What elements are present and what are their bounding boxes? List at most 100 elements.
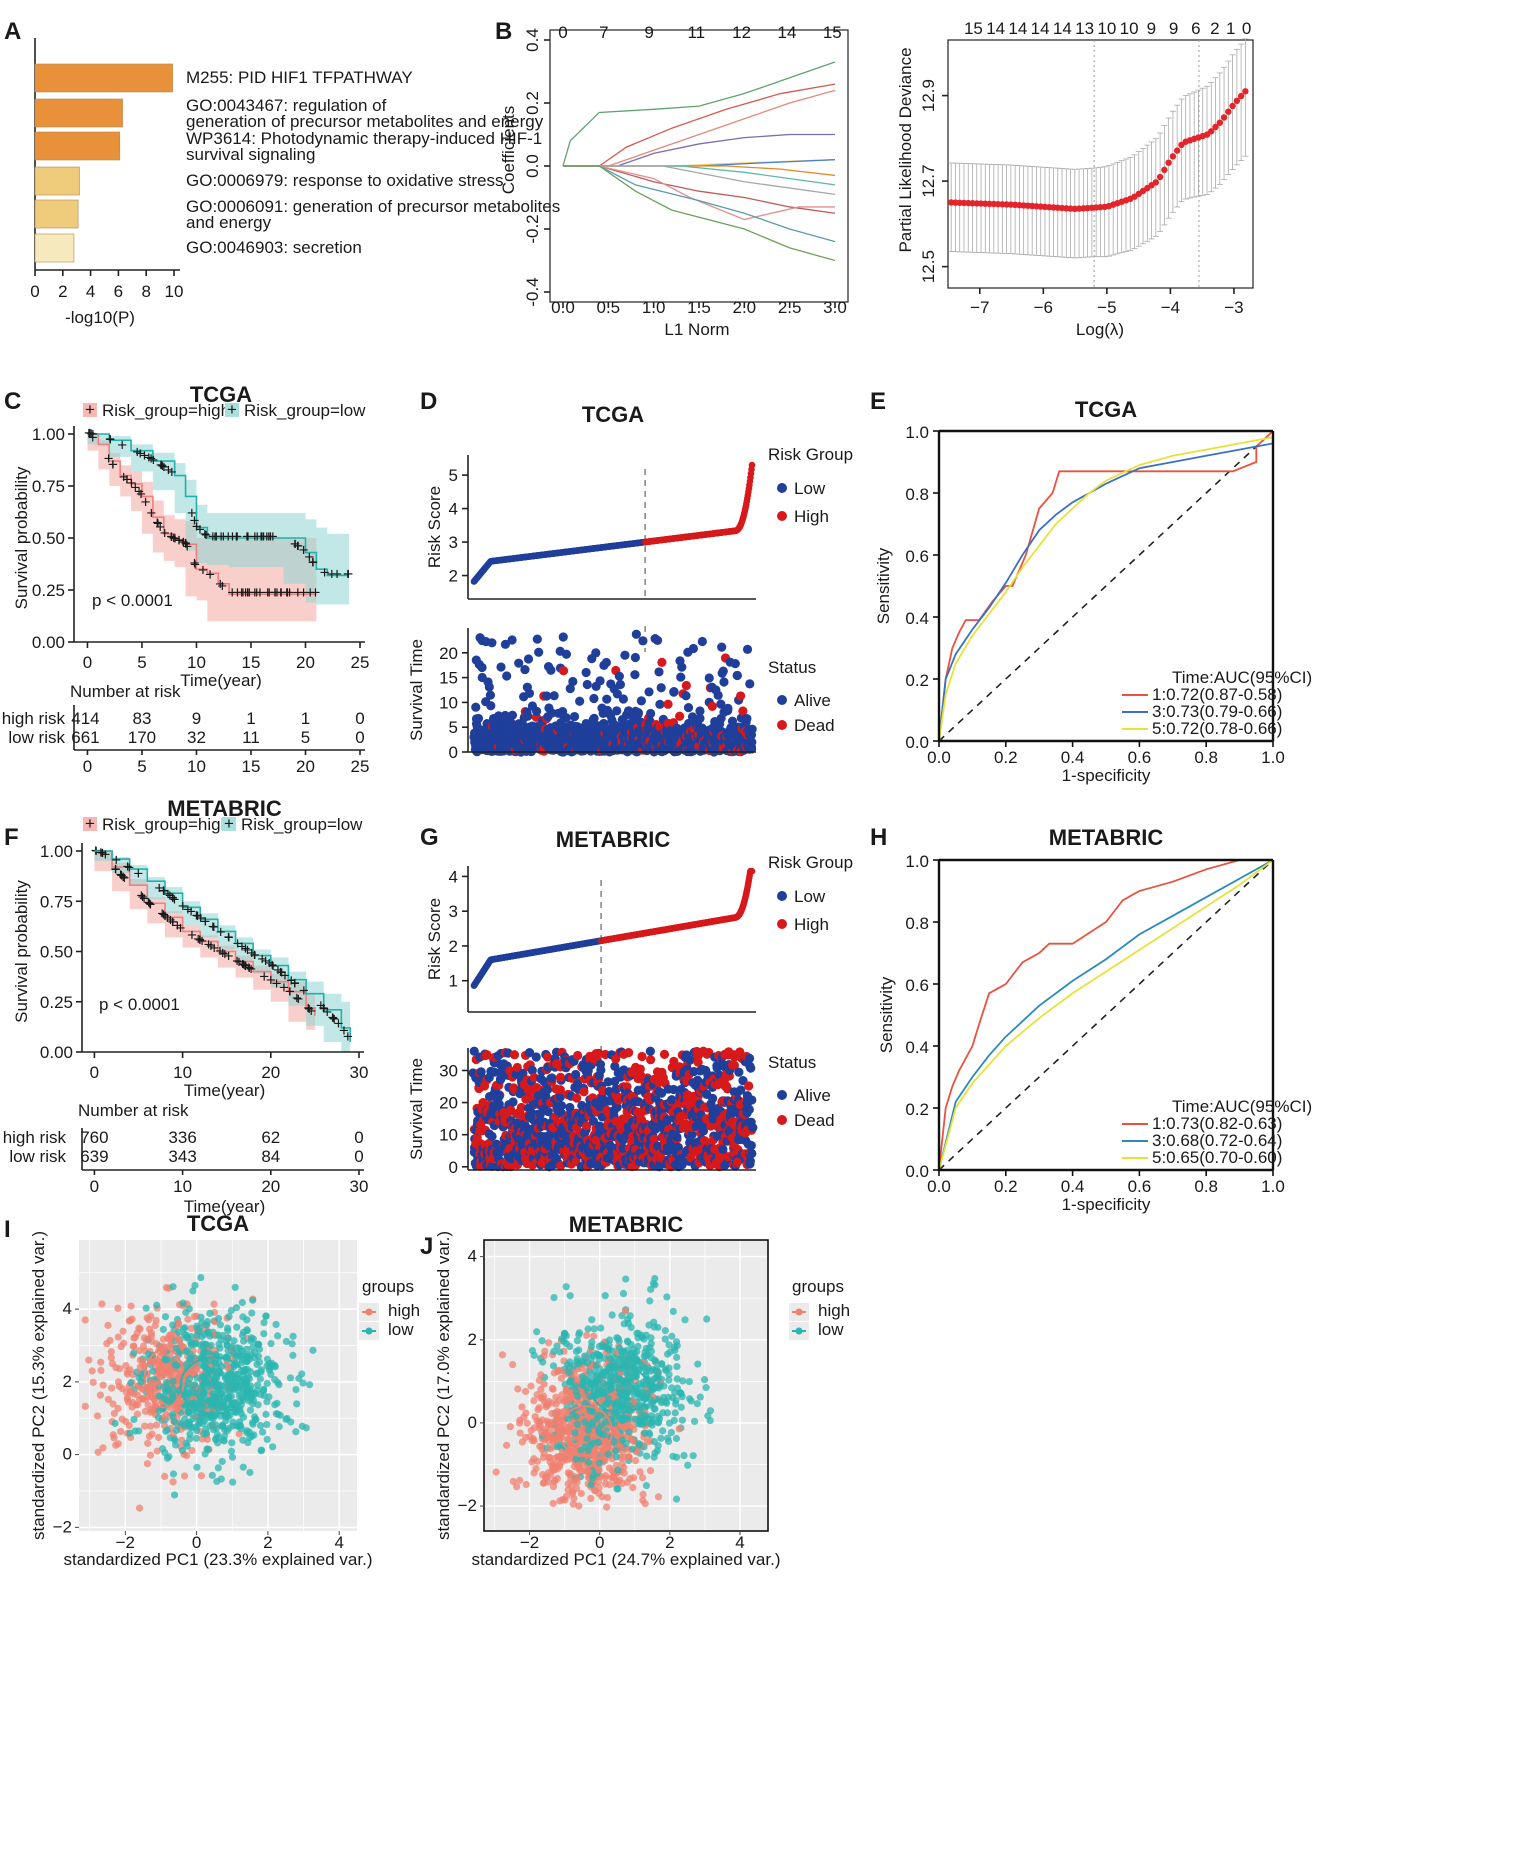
survival-time-point bbox=[747, 724, 757, 734]
survival-time-point bbox=[745, 1156, 755, 1166]
censor-mark: + bbox=[192, 906, 202, 925]
survival-time-point bbox=[683, 703, 694, 713]
survival-time-point bbox=[663, 699, 673, 709]
pca-point bbox=[123, 1368, 132, 1376]
top-tick-label: 14 bbox=[1053, 19, 1072, 38]
survival-curve bbox=[94, 850, 351, 1042]
chart-title: TCGA bbox=[190, 382, 252, 407]
censor-mark: + bbox=[290, 534, 300, 553]
y-axis-title: Partial Likelihood Deviance bbox=[896, 47, 915, 252]
censor-mark: + bbox=[117, 435, 127, 454]
x-tick-label: 2.0 bbox=[733, 298, 757, 317]
legend-marker: + bbox=[224, 814, 234, 833]
censor-mark: + bbox=[168, 913, 178, 932]
legend-label-low: Risk_group=low bbox=[241, 815, 363, 834]
survival-curve bbox=[87, 433, 317, 595]
censor-mark: + bbox=[263, 583, 273, 602]
pca-point bbox=[267, 1340, 275, 1348]
bar bbox=[34, 131, 121, 161]
censor-mark: + bbox=[168, 912, 178, 931]
survival-time-point bbox=[669, 687, 679, 697]
x-tick-label: 0.8 bbox=[1194, 1177, 1218, 1196]
censor-mark: + bbox=[140, 446, 150, 465]
pca-point bbox=[275, 1423, 283, 1431]
censor-mark: + bbox=[119, 467, 129, 486]
pca-point bbox=[305, 1381, 314, 1389]
risk-table-tick-label: 20 bbox=[296, 757, 315, 776]
top-tick-label: 15 bbox=[964, 19, 983, 38]
panel-label-h: H bbox=[870, 824, 887, 851]
survival-time-point bbox=[531, 1052, 541, 1062]
y-axis-title: Survival probability bbox=[12, 466, 31, 609]
x-axis-title: Time(year) bbox=[184, 1081, 266, 1100]
censor-mark: + bbox=[159, 881, 169, 900]
legend-label: Low bbox=[794, 479, 826, 498]
survival-time-point bbox=[638, 636, 648, 646]
censor-mark: + bbox=[329, 1009, 339, 1028]
censor-mark: + bbox=[116, 866, 126, 885]
censor-mark: + bbox=[304, 547, 314, 566]
x-tick-label: 6 bbox=[114, 282, 123, 301]
survival-time-point bbox=[555, 1092, 565, 1102]
censor-mark: + bbox=[211, 527, 221, 546]
pca-point bbox=[119, 1327, 127, 1335]
y-tick-label: 12.5 bbox=[919, 250, 938, 283]
y-tick-label: 10 bbox=[439, 1126, 458, 1145]
censor-mark: + bbox=[293, 583, 303, 602]
censor-mark: + bbox=[98, 844, 108, 863]
survival-time-point bbox=[487, 638, 497, 648]
legend-marker-alive bbox=[777, 695, 787, 705]
y-tick-label: 5 bbox=[449, 466, 458, 485]
censor-mark: + bbox=[167, 527, 177, 546]
bar-category-label: generation of precursor metabolites and … bbox=[186, 112, 544, 131]
survival-time-point bbox=[487, 1131, 497, 1142]
survival-time-point bbox=[547, 1073, 557, 1083]
x-tick-label: 1.5 bbox=[687, 298, 711, 317]
survival-time-point bbox=[518, 1068, 528, 1078]
censor-mark: + bbox=[181, 534, 191, 553]
censor-mark: + bbox=[134, 482, 144, 501]
x-tick-label: 1.0 bbox=[642, 298, 666, 317]
risk-count: 0 bbox=[354, 1128, 363, 1147]
censor-mark: + bbox=[170, 529, 180, 548]
survival-time-point bbox=[568, 676, 578, 687]
censor-mark: + bbox=[243, 583, 253, 602]
censor-mark: + bbox=[256, 527, 266, 546]
risk-count: 32 bbox=[187, 728, 206, 747]
x-tick-label: 20 bbox=[261, 1063, 280, 1082]
y-tick-label: 1.0 bbox=[905, 852, 929, 871]
x-tick-label: 0 bbox=[83, 653, 92, 672]
y-tick-label: 0.00 bbox=[40, 1043, 73, 1062]
coefficient-path bbox=[563, 83, 836, 167]
pca-point bbox=[142, 1304, 150, 1312]
censor-mark: + bbox=[242, 527, 252, 546]
x-tick-label: 5 bbox=[137, 653, 146, 672]
survival-time-point bbox=[516, 1102, 526, 1113]
survival-time-point bbox=[494, 711, 504, 721]
survival-time-point bbox=[527, 1065, 537, 1075]
x-axis-title: -log10(P) bbox=[65, 308, 135, 327]
survival-time-point bbox=[746, 1140, 756, 1151]
censor-mark: + bbox=[268, 956, 278, 975]
pca-point bbox=[143, 1460, 152, 1468]
survival-time-point bbox=[561, 649, 572, 659]
risk-count: 83 bbox=[132, 709, 151, 728]
censor-mark: + bbox=[285, 982, 295, 1001]
panel-label-f: F bbox=[4, 824, 19, 851]
pca-point bbox=[98, 1300, 106, 1308]
censor-mark: + bbox=[192, 906, 202, 925]
censor-mark: + bbox=[190, 555, 200, 574]
survival-time-point bbox=[672, 1132, 682, 1142]
x-tick-label: 30 bbox=[350, 1063, 369, 1082]
y-axis-title: Survival Time bbox=[407, 639, 426, 741]
risk-table-tick-label: 30 bbox=[350, 1177, 369, 1196]
survival-time-point bbox=[630, 652, 640, 663]
plot-frame bbox=[947, 39, 1254, 289]
top-tick-label: 0 bbox=[558, 23, 567, 42]
legend-label-low: Risk_group=low bbox=[244, 401, 366, 420]
deviance-point bbox=[1242, 88, 1249, 95]
censor-mark: + bbox=[136, 484, 146, 503]
censor-mark: + bbox=[165, 911, 175, 930]
pca-point bbox=[85, 1356, 93, 1364]
survival-time-point bbox=[644, 687, 654, 697]
